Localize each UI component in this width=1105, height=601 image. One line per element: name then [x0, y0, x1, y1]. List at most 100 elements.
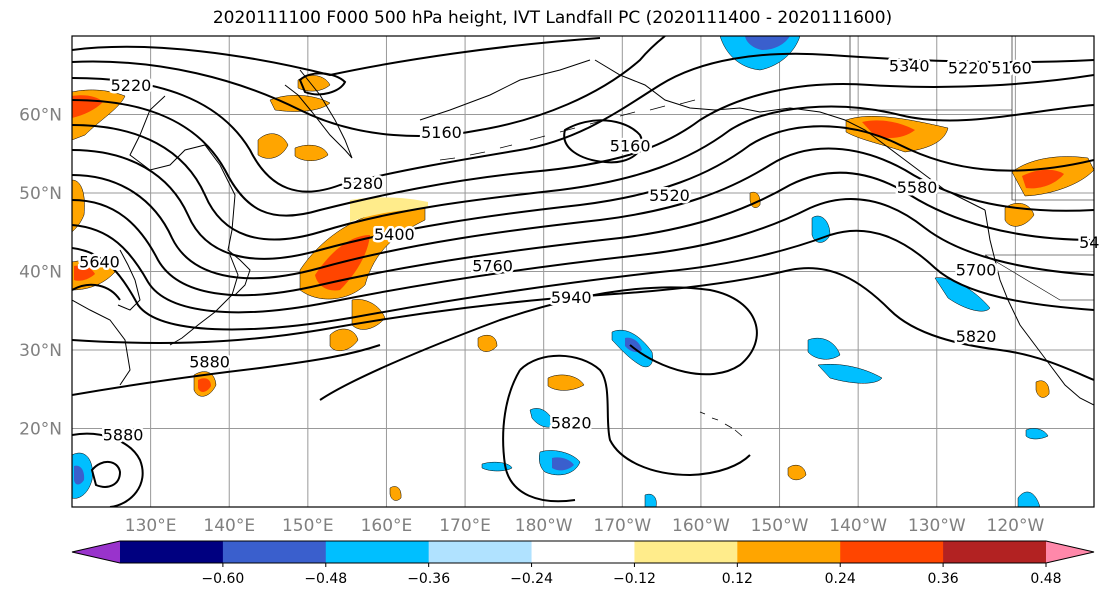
contour-label: 5520: [649, 186, 690, 205]
contour-line: [72, 147, 1094, 280]
colorbar-segment: [531, 541, 635, 563]
lat-tick-label: 50°N: [19, 184, 62, 204]
contour-line: [72, 125, 1094, 260]
colorbar-tick-label: −0.48: [304, 571, 347, 587]
colorbar-tick-label: 0.12: [722, 571, 753, 587]
contour-line: [563, 119, 643, 164]
contour-label: 5700: [956, 260, 997, 279]
colorbar-extend-min: [72, 541, 120, 563]
colorbar: −0.60 −0.48 −0.36 −0.24 −0.12 0.12 0.24 0.36 0.4…: [71, 540, 1095, 587]
height-contours: [72, 36, 1094, 507]
ivt-positive-region: [350, 197, 428, 222]
borders: [849, 36, 1094, 301]
ivt-positive-region: [269, 95, 331, 112]
contour-line: [72, 171, 1094, 297]
contour-label: 5820: [551, 414, 592, 433]
contour-line: [72, 432, 144, 507]
colorbar-tick-label: −0.36: [407, 571, 450, 587]
contour-line: [72, 267, 1094, 381]
lon-tick-label: 130°W: [908, 516, 966, 536]
ivt-negative-region: [74, 465, 85, 485]
contour-line: [90, 461, 122, 488]
lat-tick-label: 20°N: [19, 420, 62, 440]
lon-tick-label: 140°E: [203, 516, 255, 536]
lat-tick-label: 30°N: [19, 341, 62, 361]
contour-line: [298, 72, 347, 96]
contour-label: 5820: [956, 327, 997, 346]
contour-label: 5760: [472, 257, 513, 276]
coastline-na-west: [984, 209, 1094, 406]
coastlines: [72, 36, 1094, 437]
contour-label: 5220: [111, 76, 152, 95]
hawaii-islands: [699, 411, 743, 437]
lat-tick-label: 60°N: [19, 106, 62, 126]
colorbar-tick-label: 0.48: [1030, 571, 1061, 587]
ivt-negative-region: [745, 36, 790, 50]
ivt-negative-region: [625, 337, 642, 353]
contour-label: 5160: [991, 59, 1032, 78]
plot-title: 2020111100 F000 500 hPa height, IVT Land…: [212, 8, 893, 28]
contour-line: [72, 344, 381, 396]
contour-line: [319, 286, 758, 401]
contour-label: 5340: [889, 56, 930, 75]
coastline-korea: [117, 249, 141, 311]
ivt-positive-region: [477, 335, 498, 352]
colorbar-tick-label: −0.60: [201, 571, 244, 587]
contour-line: [72, 74, 1094, 217]
ivt-negative-region: [552, 457, 574, 471]
lat-tick-label: 40°N: [19, 263, 62, 283]
lon-tick-label: 140°W: [829, 516, 887, 536]
contour-line: [519, 354, 751, 477]
colorbar-tick-label: 0.36: [928, 571, 959, 587]
contour-line: [502, 369, 576, 503]
ivt-positive-region: [862, 120, 915, 138]
contour-label: 5160: [610, 136, 651, 155]
latitude-axis: 60°N 50°N 40°N 30°N 20°N: [19, 106, 62, 440]
contour-label: 5640: [79, 253, 120, 272]
ivt-positive-region: [547, 374, 585, 391]
lon-tick-label: 160°W: [672, 516, 730, 536]
lon-tick-label: 150°E: [282, 516, 334, 536]
colorbar-tick-label: −0.12: [613, 571, 656, 587]
ivt-positive-region: [72, 179, 85, 233]
colorbar-tick-label: −0.24: [510, 571, 553, 587]
ivt-positive-region: [787, 464, 807, 481]
contour-label: 5160: [421, 123, 462, 142]
ivt-positive-region: [389, 486, 402, 501]
colorbar-segment: [634, 541, 738, 563]
ivt-negative-region: [644, 493, 657, 507]
lon-tick-label: 130°E: [125, 516, 177, 536]
contour-label: 5880: [103, 425, 144, 444]
ivt-negative-region: [817, 364, 883, 384]
graticule: [72, 36, 1094, 507]
lon-tick-label: 180°W: [515, 516, 573, 536]
lon-tick-label: 150°W: [751, 516, 809, 536]
contour-label: 5400: [374, 225, 415, 244]
colorbar-segment: [120, 541, 224, 563]
coastline-alaska: [594, 59, 986, 211]
coastline-kamchatka: [284, 69, 353, 159]
ivt-positive-region: [198, 378, 211, 392]
contour-line: [72, 104, 1094, 241]
ivt-positive-region: [74, 265, 95, 281]
contour-label: 5940: [551, 288, 592, 307]
contour-line: [72, 229, 1094, 331]
ivt-positive-region: [294, 144, 329, 161]
longitude-axis: 130°E 140°E 150°E 160°E 170°E 180°W 170°W 160°W…: [125, 516, 1045, 536]
colorbar-segment: [222, 541, 327, 563]
contour-label: 5280: [343, 174, 384, 193]
contour-label: 5220: [948, 59, 989, 78]
colorbar-segment: [737, 541, 841, 563]
lon-tick-label: 170°E: [439, 516, 491, 536]
colorbar-outline: [71, 540, 1095, 564]
colorbar-segment: [840, 541, 944, 563]
lon-tick-label: 170°W: [593, 516, 651, 536]
contour-line: [72, 197, 1094, 314]
ivt-negative-region: [529, 408, 556, 428]
colorbar-tick-label: 0.24: [825, 571, 856, 587]
contour-label: 5580: [897, 178, 938, 197]
coastline-china: [72, 299, 131, 386]
ivt-negative-region: [1017, 491, 1041, 507]
